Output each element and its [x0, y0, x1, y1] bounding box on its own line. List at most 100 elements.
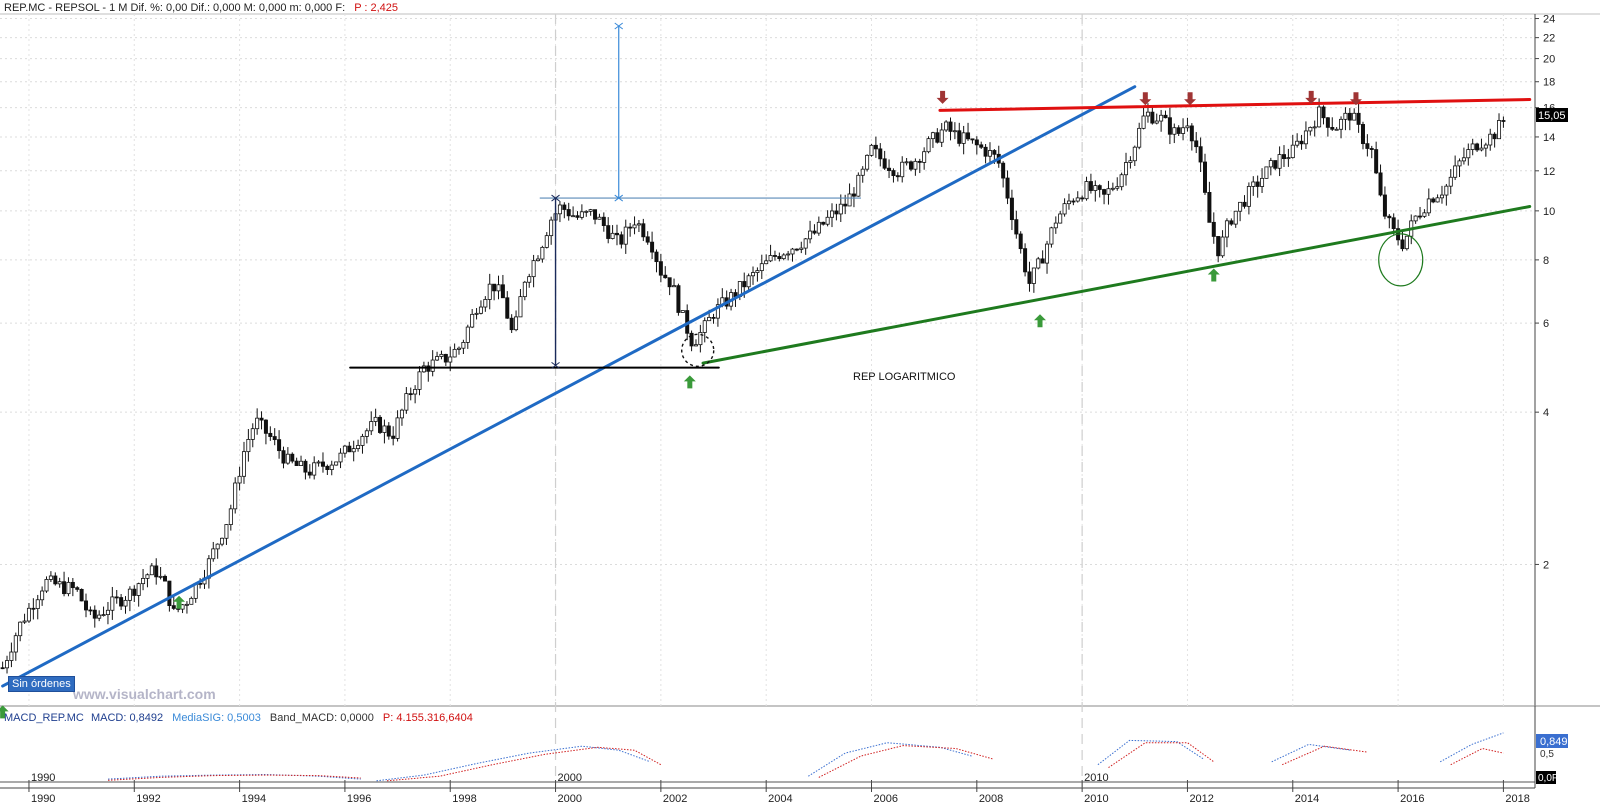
candle-60 [263, 419, 268, 445]
candle-197 [865, 154, 870, 172]
candle-body-13 [57, 581, 62, 585]
candle-141 [619, 231, 624, 249]
watermark: www.visualchart.com [72, 686, 216, 702]
candle-body-333 [1461, 157, 1466, 162]
candle-282 [1238, 201, 1243, 222]
candle-247 [1084, 176, 1089, 201]
candle-body-88 [386, 425, 391, 437]
candle-162 [711, 313, 716, 324]
candle-7 [31, 598, 36, 620]
candle-body-109 [478, 306, 483, 314]
candle-265 [1163, 110, 1168, 119]
candle-body-284 [1246, 186, 1251, 207]
candle-313 [1374, 141, 1379, 175]
candle-body-76 [334, 461, 339, 466]
candle-body-11 [48, 575, 53, 580]
macd-series-macd-5 [1439, 732, 1504, 763]
candle-150 [658, 253, 663, 283]
candle-328 [1439, 185, 1444, 204]
candle-body-342 [1501, 120, 1506, 122]
candle-104 [457, 346, 462, 355]
candle-body-29 [127, 588, 132, 601]
candle-251 [1102, 188, 1107, 205]
candle-body-50 [220, 537, 225, 545]
candle-23 [101, 606, 106, 617]
candle-256 [1124, 152, 1129, 186]
candle-95 [417, 366, 422, 396]
candle-128 [562, 202, 567, 219]
macd-series-mediasig-1 [386, 746, 662, 782]
candle-72 [316, 460, 321, 467]
candle-body-51 [224, 524, 229, 539]
candle-body-240 [1053, 222, 1058, 229]
candle-336 [1475, 142, 1480, 152]
candle-body-319 [1400, 239, 1405, 250]
macd-zero-box [1536, 771, 1556, 784]
candle-body-210 [922, 151, 927, 163]
candle-body-132 [579, 211, 584, 218]
candle-331 [1453, 155, 1458, 181]
candle-body-10 [44, 579, 49, 592]
measure-marker-3 [551, 194, 560, 202]
candle-258 [1132, 145, 1137, 167]
candle-body-63 [277, 439, 282, 452]
candle-70 [307, 464, 312, 479]
candle-body-154 [676, 285, 681, 313]
candle-108 [474, 308, 479, 320]
candle-body-237 [1040, 258, 1045, 264]
candle-body-295 [1295, 140, 1300, 146]
candle-209 [917, 158, 922, 174]
candle-body-110 [483, 299, 488, 308]
macd-series-macd-4 [1271, 743, 1351, 763]
candle-body-330 [1448, 176, 1453, 187]
orders-button[interactable]: Sin órdenes [8, 676, 75, 692]
candle-61 [268, 426, 273, 441]
candle-21 [92, 605, 97, 628]
candle-body-309 [1356, 112, 1361, 125]
candle-202 [887, 159, 892, 179]
candle-53 [233, 477, 238, 514]
candle-body-315 [1382, 194, 1387, 217]
candle-body-78 [342, 445, 347, 454]
y-tick-label-5: 12 [1543, 166, 1555, 178]
candle-body-275 [1207, 191, 1212, 223]
candle-body-54 [237, 475, 242, 484]
x-tick-label-4: 1998 [452, 793, 476, 804]
candle-84 [369, 411, 374, 436]
candle-134 [588, 208, 593, 216]
candle-body-187 [821, 221, 826, 225]
candle-body-276 [1211, 221, 1216, 237]
candle-body-201 [882, 158, 887, 169]
x-tick-label-2: 1994 [242, 793, 266, 804]
candle-330 [1448, 169, 1453, 195]
candle-body-93 [408, 393, 413, 396]
candle-5 [22, 613, 27, 624]
down-arrow-0 [936, 90, 949, 104]
main-plot-area[interactable] [0, 14, 1535, 706]
candle-293 [1286, 148, 1291, 167]
candle-body-340 [1492, 133, 1497, 140]
candle-body-33 [145, 574, 150, 579]
candle-body-335 [1470, 143, 1475, 150]
candle-75 [329, 460, 334, 476]
candle-139 [610, 225, 615, 240]
candle-222 [974, 136, 979, 155]
macd-p: P: 4.155.316,6404 [383, 712, 473, 724]
candle-body-106 [465, 326, 470, 343]
candle-196 [860, 166, 865, 183]
candle-294 [1290, 134, 1295, 159]
candle-body-259 [1137, 127, 1142, 148]
candle-340 [1492, 132, 1497, 148]
candle-272 [1194, 132, 1199, 154]
candle-body-0 [0, 667, 5, 670]
candle-204 [895, 172, 900, 182]
candle-115 [505, 291, 510, 319]
candle-182 [799, 241, 804, 254]
candle-body-91 [399, 409, 404, 419]
candle-34 [149, 563, 154, 576]
macd-series-macd-1 [376, 745, 651, 782]
candle-238 [1045, 240, 1050, 274]
candle-80 [351, 440, 356, 462]
y-tick-label-6: 14 [1543, 132, 1555, 144]
candle-285 [1251, 176, 1256, 196]
